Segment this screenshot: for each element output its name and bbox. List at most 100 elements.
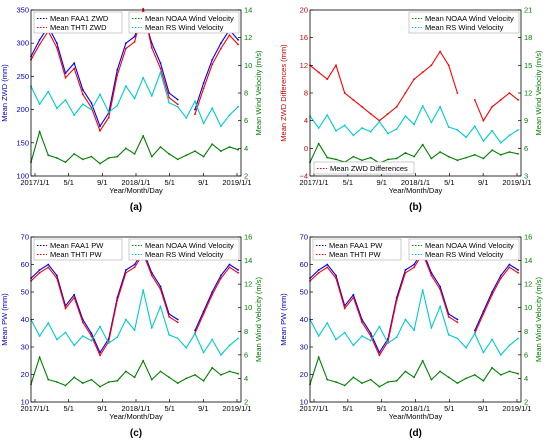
data-point [378,354,381,357]
plot-frame [309,9,522,177]
data-point [38,130,41,133]
data-point [202,82,205,84]
data-point [404,269,407,271]
series-line [309,142,519,164]
y-tick-label-right: 8 [244,89,248,98]
data-point [317,142,320,145]
series-line [30,355,239,388]
data-point [404,152,407,154]
y-tick-label-right: 21 [524,6,532,15]
data-point [369,130,372,133]
data-point [517,99,519,101]
data-point [64,331,67,334]
data-point [369,335,372,337]
y-tick-label-left: 70 [300,233,308,242]
data-point [404,370,407,373]
data-point [473,125,476,128]
data-point [439,105,441,108]
data-point [194,150,196,153]
data-point [335,129,337,132]
data-point [168,92,171,94]
data-point [125,47,127,50]
data-point [482,157,485,160]
y-tick-label-right: 14 [244,256,252,265]
data-point [116,68,119,71]
data-point [56,157,58,159]
panel-label: (b) [409,202,422,213]
data-point [99,125,101,128]
data-point [107,381,110,383]
data-point [352,155,355,158]
data-point [326,114,329,116]
data-point [99,385,101,388]
data-point [361,321,363,324]
data-point [439,305,441,308]
x-tick-label: 2017/1/1 [299,404,328,413]
y-tick-label-left: 4 [304,116,308,125]
y-tick-label-right: 10 [244,303,252,312]
data-point [176,382,179,384]
data-point [125,85,127,87]
data-point [125,147,127,150]
data-point [125,370,127,373]
data-point [133,329,136,331]
data-point [90,335,93,337]
data-point [159,146,162,148]
legend-label: Mean NOAA Wind Velocity [425,14,514,23]
y-tick-label-left: 50 [300,288,308,297]
data-point [335,338,337,341]
data-point [176,98,179,101]
data-point [413,329,415,331]
y-tick-label-right: 3 [524,172,528,181]
y-tick-label-right: 16 [524,233,532,242]
data-point [369,378,372,381]
data-point [38,335,41,337]
series-line [30,129,239,165]
y-tick-label-right: 14 [244,6,252,15]
data-point [326,266,329,269]
data-point [133,35,136,38]
data-point [395,379,398,382]
data-point [317,335,320,337]
data-point [73,344,76,347]
data-point [237,269,240,271]
data-point [326,263,329,266]
y-tick-label-right: 15 [524,61,532,70]
data-point [491,105,493,108]
data-point [202,313,205,315]
y-tick-label-left: 30 [21,343,29,352]
data-point [361,105,363,108]
data-point [168,153,171,155]
data-point [142,289,145,291]
y-tick-label-left: 16 [300,33,308,42]
x-axis-title: Year/Month/Day [109,186,163,195]
data-point [482,379,485,382]
data-point [447,126,450,128]
data-point [228,263,231,266]
y-axis-title-left: Mean PW (mm) [279,293,288,346]
data-point [228,370,231,373]
y-tick-label-right: 12 [524,280,532,289]
data-point [439,288,441,291]
data-point [99,162,101,165]
data-point [387,112,389,115]
legend-label: Mean NOAA Wind Velocity [425,241,514,250]
y-axis-title-right: Mean Wind Velocity (m/s) [534,276,543,362]
data-point [168,101,171,104]
data-point [125,42,127,45]
x-tick-label: 2019/1/1 [222,404,251,413]
data-point [508,263,511,266]
data-point [395,157,398,160]
data-point [142,359,145,362]
data-point [194,374,196,376]
data-point [404,92,407,94]
data-point [90,108,93,111]
data-point [508,151,511,153]
data-point [413,78,415,81]
y-tick-label-right: 2 [524,398,528,407]
x-tick-label: 5/1 [444,178,454,187]
x-tick-label: 5/1 [164,178,174,187]
